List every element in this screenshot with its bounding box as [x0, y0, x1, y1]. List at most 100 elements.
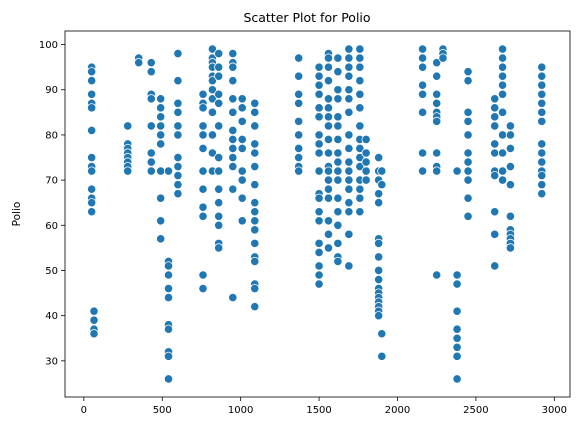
data-point [294, 152, 304, 163]
data-point [377, 329, 387, 339]
data-point [134, 58, 144, 68]
data-point [207, 94, 218, 104]
data-point [228, 48, 238, 59]
data-point [537, 180, 547, 190]
data-point [374, 152, 384, 163]
data-point [250, 139, 260, 149]
data-point [250, 302, 260, 312]
data-point [537, 62, 547, 72]
data-point [323, 184, 334, 194]
data-point [228, 184, 238, 194]
data-point [314, 148, 324, 158]
data-point [377, 180, 387, 190]
data-point [374, 311, 384, 321]
data-point [173, 130, 183, 140]
data-point [250, 216, 260, 226]
data-point [361, 175, 371, 185]
data-point [214, 166, 224, 176]
data-point [214, 184, 224, 194]
data-point [333, 67, 343, 77]
data-point [505, 161, 516, 172]
data-point [490, 148, 500, 158]
data-point [156, 234, 166, 244]
data-point [314, 166, 324, 176]
data-point [89, 306, 99, 316]
y-tick-label: 100 [39, 40, 58, 51]
data-point [333, 256, 343, 267]
data-point [497, 148, 508, 158]
data-point [228, 62, 238, 72]
data-point [537, 107, 547, 117]
data-point [314, 80, 324, 90]
data-point [250, 238, 260, 248]
data-point [537, 71, 547, 81]
data-point [207, 130, 218, 140]
data-point [237, 216, 247, 226]
data-point [432, 58, 442, 68]
data-point [374, 189, 384, 199]
data-point [237, 175, 247, 185]
data-point [505, 180, 516, 190]
data-point [355, 76, 365, 86]
data-point [417, 53, 428, 63]
data-point [314, 238, 324, 248]
data-point [432, 89, 442, 99]
y-axis-label: Polio [11, 202, 23, 227]
data-point [146, 67, 156, 77]
data-point [250, 148, 260, 158]
data-point [314, 279, 324, 289]
data-point [344, 175, 354, 185]
data-point [173, 107, 183, 117]
data-point [333, 112, 343, 122]
data-point [228, 292, 238, 303]
data-point [463, 193, 473, 203]
data-point [505, 130, 516, 140]
data-point [463, 76, 473, 86]
y-tick-label: 50 [45, 266, 58, 277]
data-point [497, 130, 508, 140]
data-point [173, 161, 183, 172]
data-point [214, 121, 224, 131]
x-tick-label: 0 [81, 405, 87, 416]
data-point [463, 157, 473, 167]
data-point [355, 103, 365, 113]
x-tick-label: 1000 [228, 405, 253, 416]
data-point [432, 166, 442, 176]
data-point [463, 175, 473, 185]
data-point [417, 89, 428, 99]
data-point [497, 71, 508, 81]
y-tick-label: 30 [45, 356, 58, 367]
data-point [294, 116, 304, 126]
data-point [333, 134, 343, 145]
data-point [333, 166, 343, 176]
data-point [333, 207, 343, 217]
data-point [452, 333, 462, 343]
data-point [452, 324, 462, 334]
data-point [123, 121, 133, 131]
data-point [214, 243, 224, 253]
data-point [432, 148, 442, 158]
data-point [344, 229, 354, 239]
data-point [490, 229, 500, 239]
data-point [323, 76, 334, 86]
data-point [173, 48, 183, 59]
axes: 0 500 1000 1500 2000 2500 3000 30 40 50 60 70 80 90 10… [39, 30, 571, 416]
data-point [344, 207, 354, 217]
data-point [452, 279, 462, 289]
data-point [207, 85, 218, 95]
data-point [314, 193, 324, 203]
data-point [214, 71, 224, 81]
data-point [250, 256, 260, 267]
data-point [438, 53, 448, 63]
data-point [355, 53, 365, 63]
data-point [198, 283, 208, 294]
data-point [432, 98, 442, 108]
data-point [228, 161, 238, 172]
data-point [344, 130, 354, 140]
data-point [452, 374, 462, 384]
data-point [146, 148, 156, 158]
data-point [163, 374, 174, 384]
data-point [163, 261, 174, 271]
data-point [294, 130, 304, 140]
